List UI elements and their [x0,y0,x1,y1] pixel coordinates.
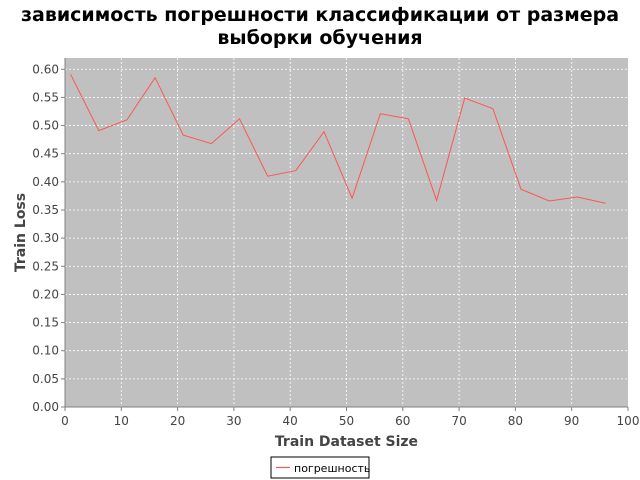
y-tick-label: 0.45 [32,147,59,161]
x-tick-label: 60 [395,414,410,428]
y-tick-label: 0.00 [32,400,59,414]
x-tick-label: 100 [617,414,640,428]
y-tick-label: 0.40 [32,175,59,189]
x-tick-label: 30 [226,414,241,428]
x-axis-label: Train Dataset Size [275,434,418,450]
legend-label: погрешность [294,462,370,475]
y-tick-label: 0.50 [32,119,59,133]
y-tick-label: 0.55 [32,90,59,104]
y-tick-label: 0.25 [32,259,59,273]
y-tick-label: 0.60 [32,62,59,76]
y-tick-label: 0.05 [32,372,59,386]
y-tick-label: 0.30 [32,231,59,245]
y-tick-label: 0.10 [32,344,59,358]
x-tick-label: 80 [508,414,523,428]
y-tick-label: 0.35 [32,203,59,217]
x-tick-label: 20 [170,414,185,428]
chart-title-line-1: зависимость погрешности классификации от… [20,4,620,26]
chart-title-line-2: выборки обучения [217,27,423,49]
x-tick-label: 0 [61,414,69,428]
x-tick-label: 90 [564,414,579,428]
x-tick-label: 40 [283,414,298,428]
y-tick-label: 0.20 [32,287,59,301]
x-tick-label: 70 [451,414,466,428]
x-tick-label: 50 [339,414,354,428]
plot-area [65,58,628,407]
y-tick-label: 0.15 [32,316,59,330]
legend-box [270,456,370,479]
y-axis-label: Train Loss [13,193,29,272]
series-line-0 [70,74,606,204]
x-tick-label: 10 [114,414,129,428]
